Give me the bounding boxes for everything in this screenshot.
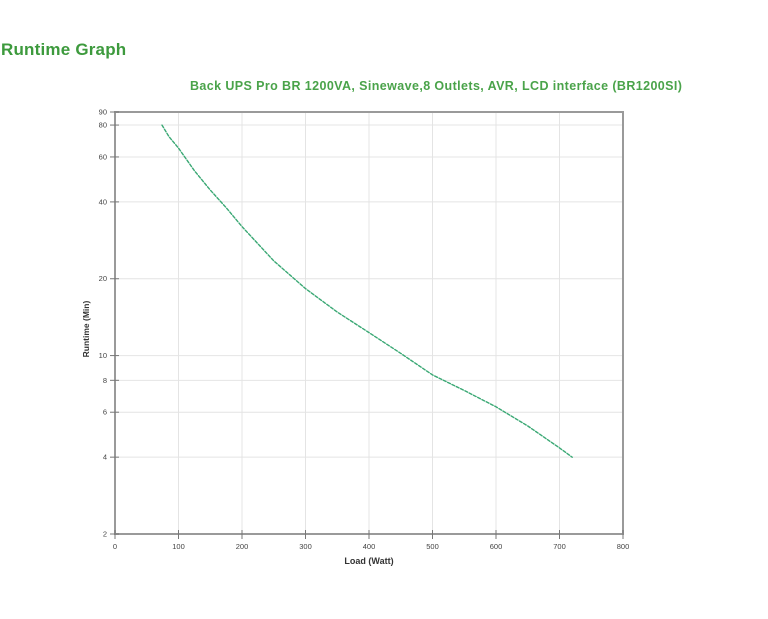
y-tick-label: 90 <box>99 108 107 117</box>
x-tick-label: 100 <box>172 542 185 551</box>
chart-title: Back UPS Pro BR 1200VA, Sinewave,8 Outle… <box>190 79 683 93</box>
x-tick-label: 500 <box>426 542 439 551</box>
y-tick-label: 10 <box>99 351 107 360</box>
x-tick-label: 800 <box>617 542 630 551</box>
y-tick-label: 60 <box>99 152 107 161</box>
y-tick-label: 20 <box>99 274 107 283</box>
runtime-curve <box>161 124 573 458</box>
x-tick-label: 700 <box>553 542 566 551</box>
y-tick-label: 4 <box>103 453 107 462</box>
y-tick-label: 40 <box>99 197 107 206</box>
page-title: Runtime Graph <box>1 40 127 59</box>
x-tick-label: 600 <box>490 542 503 551</box>
y-tick-label: 2 <box>103 530 107 539</box>
y-tick-label: 80 <box>99 121 107 130</box>
x-tick-label: 0 <box>113 542 117 551</box>
x-axis-label: Load (Watt) <box>344 556 393 566</box>
y-axis-label: Runtime (Min) <box>81 301 91 358</box>
y-tick-label: 8 <box>103 376 107 385</box>
x-tick-label: 400 <box>363 542 376 551</box>
x-tick-label: 300 <box>299 542 312 551</box>
y-tick-label: 6 <box>103 408 107 417</box>
x-tick-label: 200 <box>236 542 249 551</box>
